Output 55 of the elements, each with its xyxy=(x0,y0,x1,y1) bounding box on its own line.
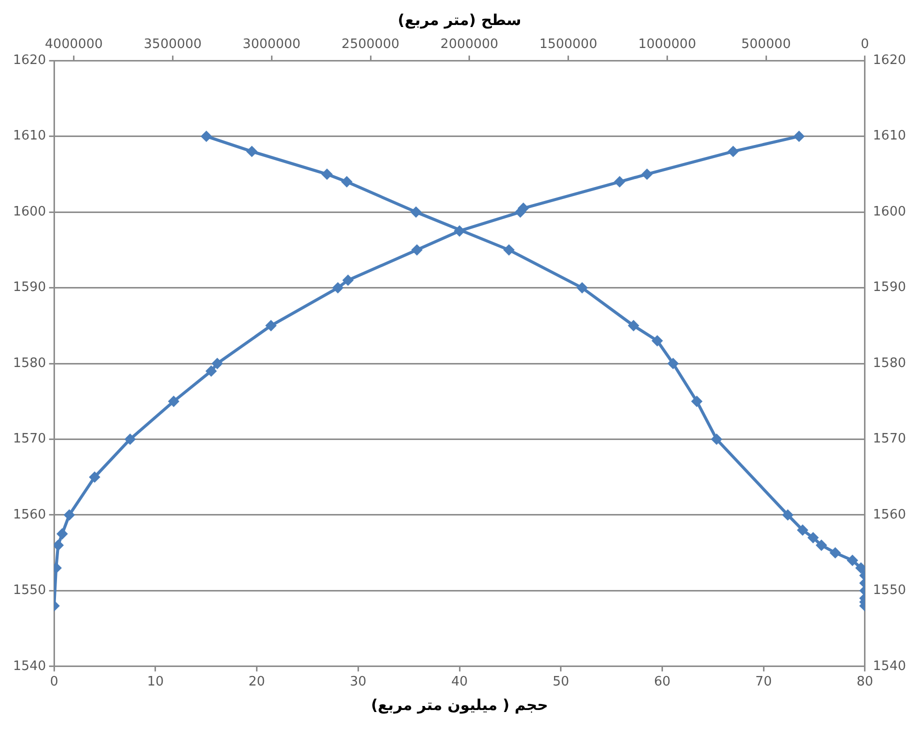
x-tick-label: 50 xyxy=(552,674,570,690)
x2-tick-label: 4000000 xyxy=(44,37,103,52)
point xyxy=(89,472,100,483)
point xyxy=(728,146,739,157)
y-tick-label: 1560 xyxy=(12,507,46,522)
y2-tick-label: 1540 xyxy=(872,658,906,674)
y2-tick-label: 1560 xyxy=(872,507,906,522)
x2-tick-label: 3500000 xyxy=(144,37,202,52)
y2-tick-label: 1580 xyxy=(872,356,906,371)
y-tick-label: 1590 xyxy=(12,280,46,296)
x2-tick-label: 2000000 xyxy=(440,37,498,52)
point xyxy=(642,168,653,180)
x-tick-label: 0 xyxy=(50,674,58,690)
x-tick-label: 40 xyxy=(451,674,468,690)
x-axis-title: حجم ( میلیون متر مربع) xyxy=(370,696,548,714)
point xyxy=(411,244,422,256)
x2-tick-label: 3000000 xyxy=(242,37,301,52)
x2-tick-label: 500000 xyxy=(741,37,791,52)
y-tick-label: 1580 xyxy=(12,356,46,371)
point xyxy=(212,358,223,369)
y-tick-label: 1570 xyxy=(12,432,46,447)
y2-tick-label: 1550 xyxy=(872,583,906,598)
point xyxy=(794,130,805,142)
y-tick-label: 1620 xyxy=(12,52,46,68)
point xyxy=(614,176,626,188)
y-tick-label: 1540 xyxy=(12,658,46,674)
point xyxy=(56,528,68,540)
x2-tick-label: 1500000 xyxy=(539,37,598,52)
x-tick-label: 70 xyxy=(755,674,772,690)
point xyxy=(206,366,217,377)
y-tick-label: 1600 xyxy=(12,204,46,220)
y2-tick-label: 1610 xyxy=(872,128,906,144)
y2-tick-label: 1570 xyxy=(872,432,906,447)
x2-axis-title: سطح (متر مربع) xyxy=(398,10,522,29)
point xyxy=(54,540,64,551)
x-tick-label: 80 xyxy=(856,674,874,690)
y-tick-label: 1550 xyxy=(12,583,46,598)
y2-tick-label: 1590 xyxy=(872,280,906,296)
point xyxy=(265,320,276,332)
x-tick-label: 10 xyxy=(147,674,164,690)
y-tick-label: 1610 xyxy=(12,128,46,144)
x-tick-label: 60 xyxy=(654,674,670,690)
point xyxy=(332,282,344,294)
x2-tick-label: 0 xyxy=(860,37,870,52)
x2-tick-label: 2500000 xyxy=(342,37,400,52)
point xyxy=(342,274,354,286)
y2-tick-label: 1600 xyxy=(872,204,906,220)
point xyxy=(64,509,75,520)
y2-tick-label: 1620 xyxy=(872,52,906,68)
x-tick-label: 20 xyxy=(248,674,266,690)
point xyxy=(454,225,465,236)
x2-tick-label: 1000000 xyxy=(638,37,696,52)
point xyxy=(168,396,180,407)
x-tick-label: 30 xyxy=(350,674,366,690)
point xyxy=(124,434,136,445)
